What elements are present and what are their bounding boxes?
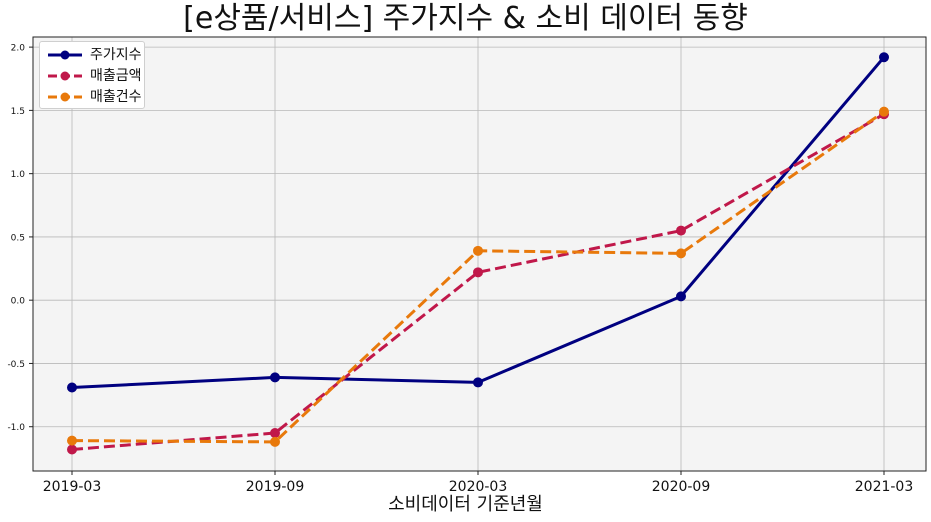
y-tick-label: 1.5	[11, 107, 25, 117]
series-1-point	[270, 428, 280, 438]
series-2-point	[270, 437, 280, 447]
y-tick-label: -0.5	[7, 360, 25, 370]
y-tick-label: 0.0	[11, 297, 26, 307]
legend-item-stock-index: 주가지수	[46, 45, 146, 65]
x-axis-label: 소비데이터 기준년월	[0, 490, 931, 516]
y-tick-label: -1.0	[7, 423, 25, 433]
series-2-point	[67, 436, 77, 446]
legend-label-stock-index: 주가지수	[90, 45, 142, 65]
series-0-point	[676, 291, 686, 301]
series-0-point	[67, 382, 77, 392]
series-1-point	[676, 226, 686, 236]
y-tick-label: 1.0	[11, 170, 26, 180]
series-2-point	[676, 248, 686, 258]
legend-swatch-stock-index	[46, 45, 86, 65]
chart-title: [e상품/서비스] 주가지수 & 소비 데이터 동향	[0, 0, 931, 38]
series-2-point	[473, 246, 483, 256]
legend-item-sales-amount: 매출금액	[46, 66, 146, 86]
legend-swatch-sales-amount	[46, 66, 86, 86]
legend: 주가지수 매출금액 매출건수	[39, 41, 145, 109]
legend-item-sales-count: 매출건수	[46, 87, 146, 107]
legend-label-sales-count: 매출건수	[90, 87, 142, 107]
legend-swatch-sales-count	[46, 87, 86, 107]
series-0-point	[473, 377, 483, 387]
y-tick-label: 2.0	[11, 44, 26, 54]
series-2-point	[879, 107, 889, 117]
y-tick-label: 0.5	[11, 233, 25, 243]
series-0-point	[879, 52, 889, 62]
legend-label-sales-amount: 매출금액	[90, 66, 142, 86]
series-0-point	[270, 372, 280, 382]
series-1-point	[67, 444, 77, 454]
series-1-point	[473, 267, 483, 277]
